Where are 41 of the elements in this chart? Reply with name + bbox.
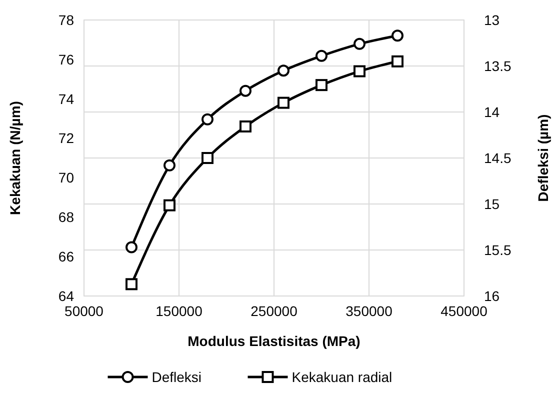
- point: [354, 38, 366, 50]
- point: [240, 84, 252, 97]
- y-tick-label: 76: [58, 51, 74, 68]
- point: [392, 55, 404, 68]
- y2-tick-label: 13.5: [484, 58, 512, 74]
- x-axis-title: Modulus Elastisitas (MPa): [188, 333, 360, 349]
- y-tick-label: 78: [58, 12, 74, 28]
- legend-label: Kekakuan radial: [292, 368, 392, 385]
- y2-tick-label: 16: [484, 288, 500, 304]
- point: [316, 50, 328, 62]
- point: [354, 65, 366, 78]
- y-tick-label: 70: [58, 170, 74, 186]
- x-tick-label: 450000: [440, 303, 488, 319]
- y2-tick-label: 14: [484, 104, 500, 120]
- point: [126, 278, 138, 290]
- y-tick-label: 64: [58, 288, 74, 304]
- x-tick-label: 50000: [64, 303, 104, 319]
- y2-axis-title: Defleksi (µm): [535, 114, 551, 202]
- y-tick-label: 72: [58, 130, 74, 146]
- legend-label: Defleksi: [152, 368, 202, 385]
- point: [278, 96, 290, 109]
- y-axis-title: Kekakuan (N/µm): [7, 101, 23, 215]
- y2-tick-label: 13: [484, 12, 500, 28]
- x-tick-label: 350000: [346, 303, 393, 319]
- point: [316, 79, 328, 92]
- point: [164, 159, 176, 172]
- point: [278, 64, 290, 77]
- point: [202, 152, 214, 164]
- point: [126, 241, 138, 254]
- y-tick-label: 68: [58, 209, 74, 226]
- y-tick-label: 74: [58, 90, 74, 107]
- point: [392, 30, 404, 42]
- y2-tick-label: 15: [484, 196, 500, 212]
- point: [240, 120, 252, 132]
- point: [202, 113, 214, 126]
- y2-tick-label: 14.5: [484, 150, 512, 166]
- x-tick-label: 250000: [250, 303, 298, 319]
- point: [164, 199, 176, 212]
- y-tick-label: 66: [58, 248, 74, 264]
- y2-tick-label: 15.5: [484, 242, 512, 258]
- x-tick-label: 150000: [156, 303, 203, 319]
